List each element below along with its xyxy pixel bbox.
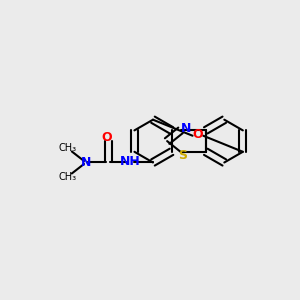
Text: CH₃: CH₃ [58, 172, 77, 182]
Text: S: S [178, 149, 187, 162]
Text: N: N [81, 156, 91, 169]
Text: CH₃: CH₃ [58, 143, 77, 153]
Text: O: O [102, 131, 112, 144]
Text: N: N [181, 122, 191, 135]
Text: NH: NH [120, 155, 141, 168]
Text: O: O [193, 128, 203, 141]
